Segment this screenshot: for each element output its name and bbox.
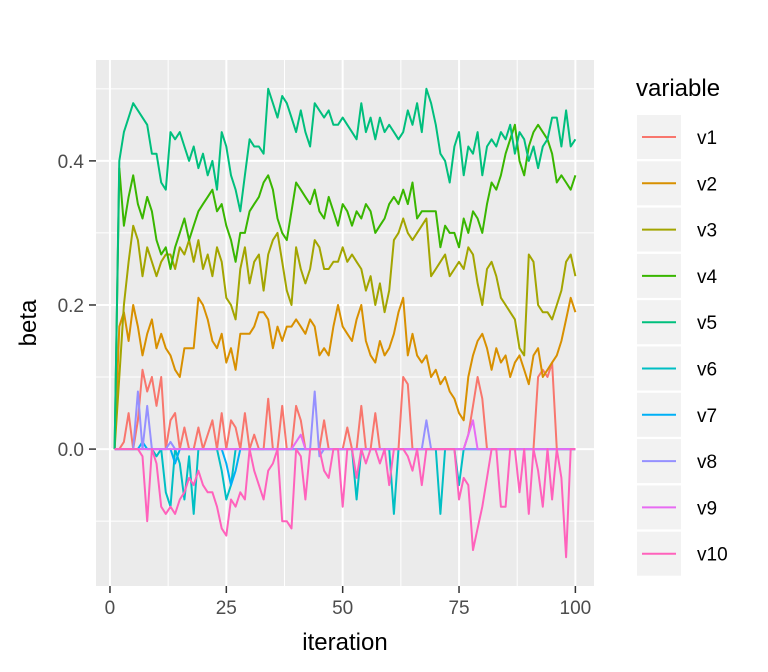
y-tick-label: 0.2	[58, 296, 84, 317]
y-tick-label: 0.4	[58, 152, 85, 173]
legend: v1 v2 v3 v4 v5 v6 v7 v8 v9 v10	[637, 115, 728, 576]
legend-label-v9: v9	[697, 498, 717, 519]
plot-panel	[96, 60, 594, 586]
series-layer	[113, 87, 577, 559]
legend-label-v3: v3	[697, 221, 717, 242]
series-line-v2	[113, 296, 577, 450]
x-tick-label: 0	[105, 598, 116, 619]
legend-label-v1: v1	[697, 128, 717, 149]
legend-label-v5: v5	[697, 313, 717, 334]
x-axis-ticks: 0 25 50 75 100	[105, 586, 592, 619]
legend-title: variable	[636, 75, 720, 102]
series-line-v9	[114, 419, 576, 451]
legend-label-v4: v4	[697, 267, 718, 288]
legend-label-v6: v6	[697, 360, 717, 381]
series-line-v3	[113, 217, 577, 450]
y-tick-label: 0.0	[58, 440, 84, 461]
series-line-v10	[114, 448, 576, 559]
x-tick-label: 75	[448, 598, 469, 619]
y-axis-title: beta	[15, 299, 42, 346]
legend-label-v10: v10	[697, 545, 728, 566]
x-tick-label: 50	[332, 598, 353, 619]
legend-label-v8: v8	[697, 452, 717, 473]
x-tick-label: 100	[560, 598, 592, 619]
legend-label-v7: v7	[697, 406, 717, 427]
legend-label-v2: v2	[697, 174, 717, 195]
series-line-v4	[113, 123, 577, 450]
series-line-v5	[113, 87, 577, 450]
x-tick-label: 25	[216, 598, 237, 619]
x-axis-title: iteration	[302, 629, 387, 656]
y-axis-ticks: 0.0 0.2 0.4	[58, 152, 96, 461]
